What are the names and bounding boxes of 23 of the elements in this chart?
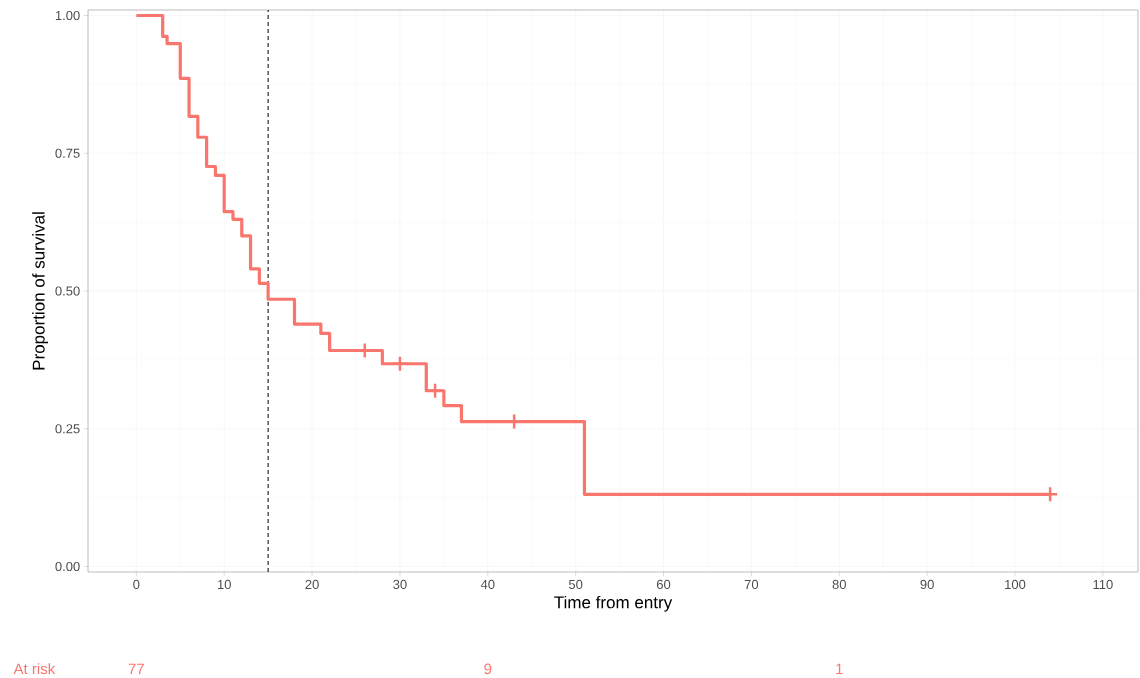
x-axis-title: Time from entry: [554, 595, 673, 612]
x-tick-label: 50: [568, 579, 583, 589]
x-tick-label: 110: [1093, 579, 1113, 589]
text: 1: [836, 663, 843, 674]
x-tick-label: 60: [656, 579, 671, 589]
text: 77: [128, 663, 144, 674]
text: 9: [484, 663, 492, 675]
y-tick-label: 0.50: [55, 286, 80, 296]
x-tick-label: 100: [1005, 579, 1026, 589]
x-tick-label: 30: [393, 579, 407, 589]
y-tick-label: 1.00: [55, 10, 80, 21]
x-tick-label: 80: [832, 579, 846, 589]
y-axis-title: Proportion of survival: [32, 212, 49, 370]
x-tick-label: 10: [217, 579, 231, 589]
y-tick-label: 0.00: [55, 561, 80, 572]
x-tick-label: 0: [133, 579, 140, 589]
x-tick-label: 90: [920, 579, 934, 589]
y-tick-label: 0.75: [55, 148, 80, 158]
x-tick-label: 70: [744, 579, 759, 589]
text: At risk: [13, 663, 56, 675]
y-tick-label: 0.25: [55, 424, 80, 434]
x-tick-label: 20: [305, 579, 319, 589]
x-tick-label: 40: [480, 579, 495, 589]
